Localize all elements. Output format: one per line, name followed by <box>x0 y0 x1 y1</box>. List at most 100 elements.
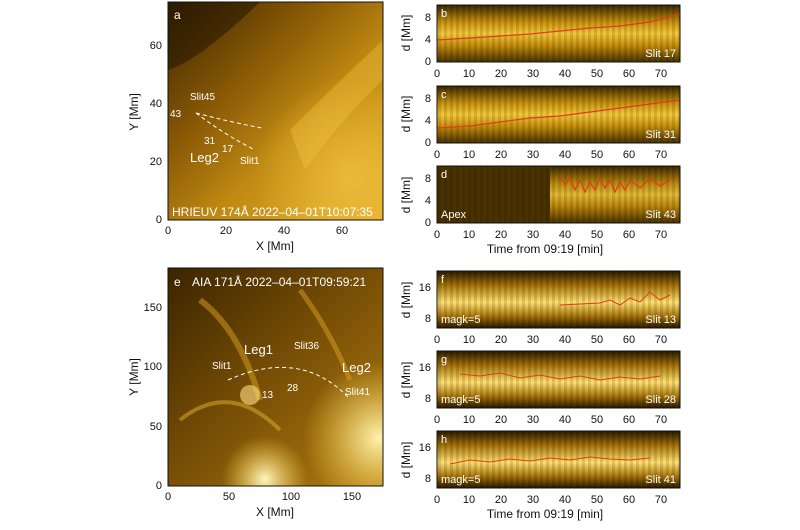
xtick: 70 <box>655 334 667 346</box>
ytick: 8 <box>425 93 431 105</box>
xtick: 50 <box>223 491 235 503</box>
xtick: 70 <box>655 229 667 241</box>
xtick: 10 <box>463 334 475 346</box>
slit1-track <box>195 112 256 151</box>
tag-f: magk=5 <box>441 314 480 326</box>
label-43: 43 <box>170 109 182 120</box>
slit-label-b: Slit 17 <box>645 48 676 60</box>
slit-label-f: Slit 13 <box>645 314 676 326</box>
xtick: 150 <box>343 491 361 503</box>
label-17: 17 <box>222 144 234 155</box>
ytick: 16 <box>419 362 431 374</box>
yticks-a: 0 20 40 60 <box>150 40 162 226</box>
xtick: 60 <box>336 225 348 237</box>
ytick: 8 <box>425 173 431 185</box>
xlabel-a: X [Mm] <box>256 239 294 253</box>
yticks-d: 0 4 8 <box>425 173 431 229</box>
ytick: 50 <box>150 421 162 433</box>
xtick: 70 <box>655 149 667 161</box>
ylabel-e: Y [Mm] <box>127 358 141 396</box>
ytick: 4 <box>425 34 431 46</box>
panel-h: h magk=5 Slit 41 8 16 d [Mm] 0 10 20 30 … <box>399 430 681 521</box>
panel-letter-d: d <box>441 169 447 181</box>
yticks-c: 0 4 8 <box>425 93 431 149</box>
xtick: 0 <box>165 225 171 237</box>
label-leg2-e: Leg2 <box>342 360 371 375</box>
xtick: 20 <box>495 414 507 426</box>
ylabel-a: Y [Mm] <box>127 93 141 131</box>
xtick: 0 <box>434 68 440 80</box>
label-slit45: Slit45 <box>190 92 215 103</box>
xtick: 20 <box>495 334 507 346</box>
ytick: 8 <box>425 12 431 24</box>
xtick: 10 <box>463 149 475 161</box>
track-g <box>459 372 661 381</box>
xtick: 0 <box>434 149 440 161</box>
xtick: 50 <box>591 414 603 426</box>
panel-letter-f: f <box>441 274 445 286</box>
xtick: 40 <box>559 149 571 161</box>
track-h <box>449 456 651 465</box>
ytick: 0 <box>425 56 431 68</box>
xtick: 60 <box>623 68 635 80</box>
ytick: 60 <box>150 40 162 52</box>
ytick: 0 <box>156 480 162 492</box>
yticks-b: 0 4 8 <box>425 12 431 68</box>
frame-e <box>167 267 384 487</box>
track-b <box>436 13 681 41</box>
caption-a: HRIEUV 174Å 2022–04–01T10:07:35 <box>172 204 373 219</box>
label-28: 28 <box>287 383 299 394</box>
ytick: 8 <box>425 473 431 485</box>
ylabel-f: d [Mm] <box>399 282 413 319</box>
xtick: 0 <box>434 229 440 241</box>
ytick: 16 <box>419 442 431 454</box>
xtick: 40 <box>559 229 571 241</box>
panel-letter-g: g <box>441 354 447 366</box>
xtick: 0 <box>165 491 171 503</box>
xtick: 40 <box>559 334 571 346</box>
ytick: 8 <box>425 393 431 405</box>
xtick: 10 <box>463 229 475 241</box>
label-slit1-e: Slit1 <box>212 361 232 372</box>
xtick: 40 <box>278 225 290 237</box>
panel-f: f magk=5 Slit 13 8 16 d [Mm] 0 10 20 30 … <box>399 270 681 346</box>
tag-g: magk=5 <box>441 394 480 406</box>
yticks-e: 0 50 100 150 <box>144 302 162 492</box>
slit-label-h: Slit 41 <box>645 474 676 486</box>
label-31: 31 <box>204 136 216 147</box>
xtick: 0 <box>434 494 440 506</box>
panel-letter-e: e <box>174 275 181 289</box>
tag-h: magk=5 <box>441 474 480 486</box>
xtick: 70 <box>655 414 667 426</box>
xtick: 70 <box>655 68 667 80</box>
xtick: 0 <box>434 414 440 426</box>
yticks-f: 8 16 <box>419 282 431 325</box>
xtick: 60 <box>623 334 635 346</box>
xtick: 40 <box>559 68 571 80</box>
xtick: 10 <box>463 414 475 426</box>
label-leg1: Leg1 <box>244 342 273 357</box>
ytick: 0 <box>425 217 431 229</box>
panel-a: a Slit45 43 31 17 Leg2 Slit1 HRIEUV 174Å… <box>127 1 384 253</box>
ytick: 0 <box>156 214 162 226</box>
tag-apex: Apex <box>441 209 467 221</box>
slit-label-g: Slit 28 <box>645 394 676 406</box>
xtick: 40 <box>559 414 571 426</box>
xtick: 0 <box>434 334 440 346</box>
xticks-f: 0 10 20 30 40 50 60 70 <box>434 334 667 346</box>
ylabel-d: d [Mm] <box>399 177 413 214</box>
xtick: 50 <box>591 229 603 241</box>
ytick: 4 <box>425 115 431 127</box>
xticks-g: 0 10 20 30 40 50 60 70 <box>434 414 667 426</box>
xtick: 20 <box>495 149 507 161</box>
ytick: 8 <box>425 313 431 325</box>
xticks-h: 0 10 20 30 40 50 60 70 <box>434 494 667 506</box>
label-leg2-a: Leg2 <box>190 150 219 165</box>
panel-g: g magk=5 Slit 28 8 16 d [Mm] 0 10 20 30 … <box>399 350 681 426</box>
loop-track-e <box>227 366 349 398</box>
track-d <box>559 174 671 194</box>
panel-c: c Slit 31 0 4 8 d [Mm] 0 10 20 30 40 50 … <box>399 85 681 161</box>
xtick: 50 <box>591 494 603 506</box>
xtick: 100 <box>282 491 300 503</box>
